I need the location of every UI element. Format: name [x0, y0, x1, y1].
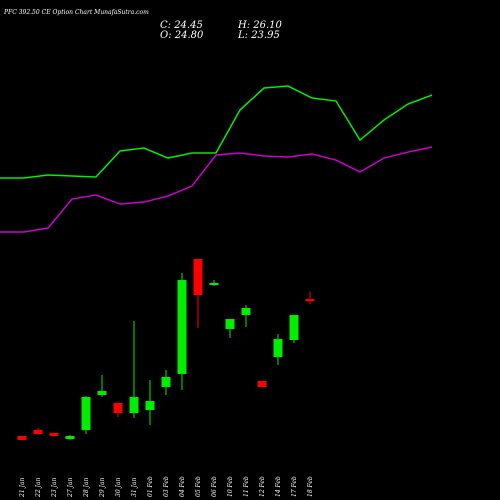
x-tick-label: 03 Feb — [163, 476, 170, 497]
x-tick-label: 30 Jan — [115, 477, 122, 497]
candle-body — [305, 299, 315, 302]
indicator-line — [0, 85, 433, 179]
indicator-line — [0, 146, 433, 233]
candle-body — [209, 282, 219, 285]
candle-body — [113, 402, 123, 414]
x-tick-label: 18 Feb — [307, 476, 314, 497]
x-tick-label: 17 Feb — [291, 476, 298, 497]
ohlc-label: O: 24.80 — [160, 30, 204, 41]
candle-body — [225, 319, 235, 329]
x-tick-label: 28 Jan — [83, 477, 90, 498]
chart-title: PFC 392.50 CE Option Chart MunafaSutra.c… — [3, 9, 149, 16]
candle-body — [145, 400, 155, 411]
candle-body — [17, 436, 27, 440]
x-tick-label: 12 Feb — [259, 476, 266, 497]
candle-body — [65, 436, 75, 440]
x-tick-label: 21 Jan — [19, 477, 26, 498]
candle-body — [97, 391, 107, 396]
candle-body — [257, 380, 267, 388]
candle-body — [241, 308, 251, 316]
x-tick-label: 06 Feb — [211, 476, 218, 497]
ohlc-label: H: 26.10 — [237, 20, 283, 31]
x-tick-label: 05 Feb — [195, 476, 202, 497]
x-tick-label: 04 Feb — [179, 476, 186, 497]
candle-body — [33, 430, 43, 435]
x-tick-label: 23 Jan — [51, 477, 58, 498]
candle-body — [193, 258, 203, 296]
x-tick-label: 10 Feb — [227, 476, 234, 497]
x-tick-label: 31 Jan — [131, 477, 138, 497]
candle-body — [177, 280, 187, 374]
ohlc-label: L: 23.95 — [237, 30, 280, 41]
x-tick-label: 14 Feb — [275, 476, 282, 497]
x-tick-label: 01 Feb — [147, 476, 154, 497]
candle-body — [289, 315, 299, 341]
candle-body — [273, 339, 283, 357]
candle-body — [81, 397, 91, 431]
x-tick-label: 22 Jan — [35, 477, 42, 498]
x-tick-label: 29 Jan — [99, 477, 106, 498]
candle-body — [129, 397, 139, 414]
candle-body — [49, 432, 59, 437]
x-tick-label: 11 Feb — [243, 476, 250, 497]
ohlc-label: C: 24.45 — [160, 20, 203, 31]
candle-body — [161, 376, 171, 388]
x-tick-label: 27 Jan — [67, 477, 74, 498]
